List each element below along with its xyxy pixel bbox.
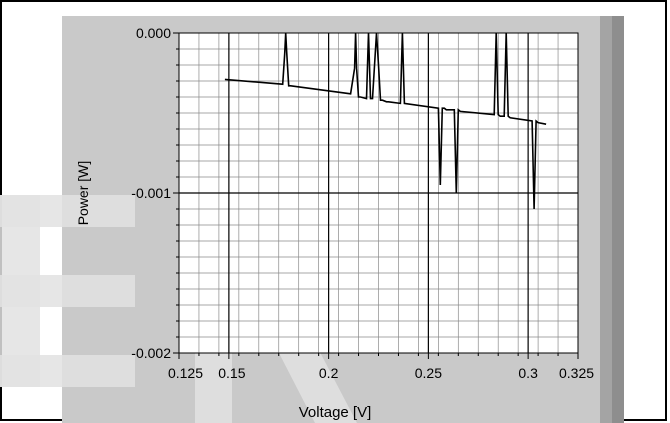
x-tick-label: 0.325 bbox=[559, 365, 594, 381]
x-tick-label: 0.125 bbox=[168, 365, 203, 381]
graph-scroll-track bbox=[600, 16, 612, 423]
y-tick-label: 0.000 bbox=[136, 25, 171, 41]
x-axis-ticks: 0.125 0.15 0.2 0.25 0.3 0.325 bbox=[168, 353, 594, 381]
grid-minor bbox=[179, 33, 578, 353]
x-tick-label: 0.2 bbox=[319, 365, 339, 381]
y-tick-label: -0.001 bbox=[131, 185, 171, 201]
grid-major bbox=[179, 33, 578, 353]
x-axis-label: Voltage [V] bbox=[299, 404, 372, 421]
graph-scroll-thumb[interactable] bbox=[612, 16, 624, 423]
x-tick-label: 0.15 bbox=[218, 365, 245, 381]
y-axis-label: Power [W] bbox=[75, 161, 91, 226]
series-line bbox=[224, 32, 547, 210]
x-tick-label: 0.25 bbox=[415, 365, 442, 381]
y-tick-label: -0.002 bbox=[131, 345, 171, 361]
y-axis-ticks: 0.000 -0.001 -0.002 bbox=[131, 25, 179, 361]
x-tick-label: 0.3 bbox=[518, 365, 538, 381]
